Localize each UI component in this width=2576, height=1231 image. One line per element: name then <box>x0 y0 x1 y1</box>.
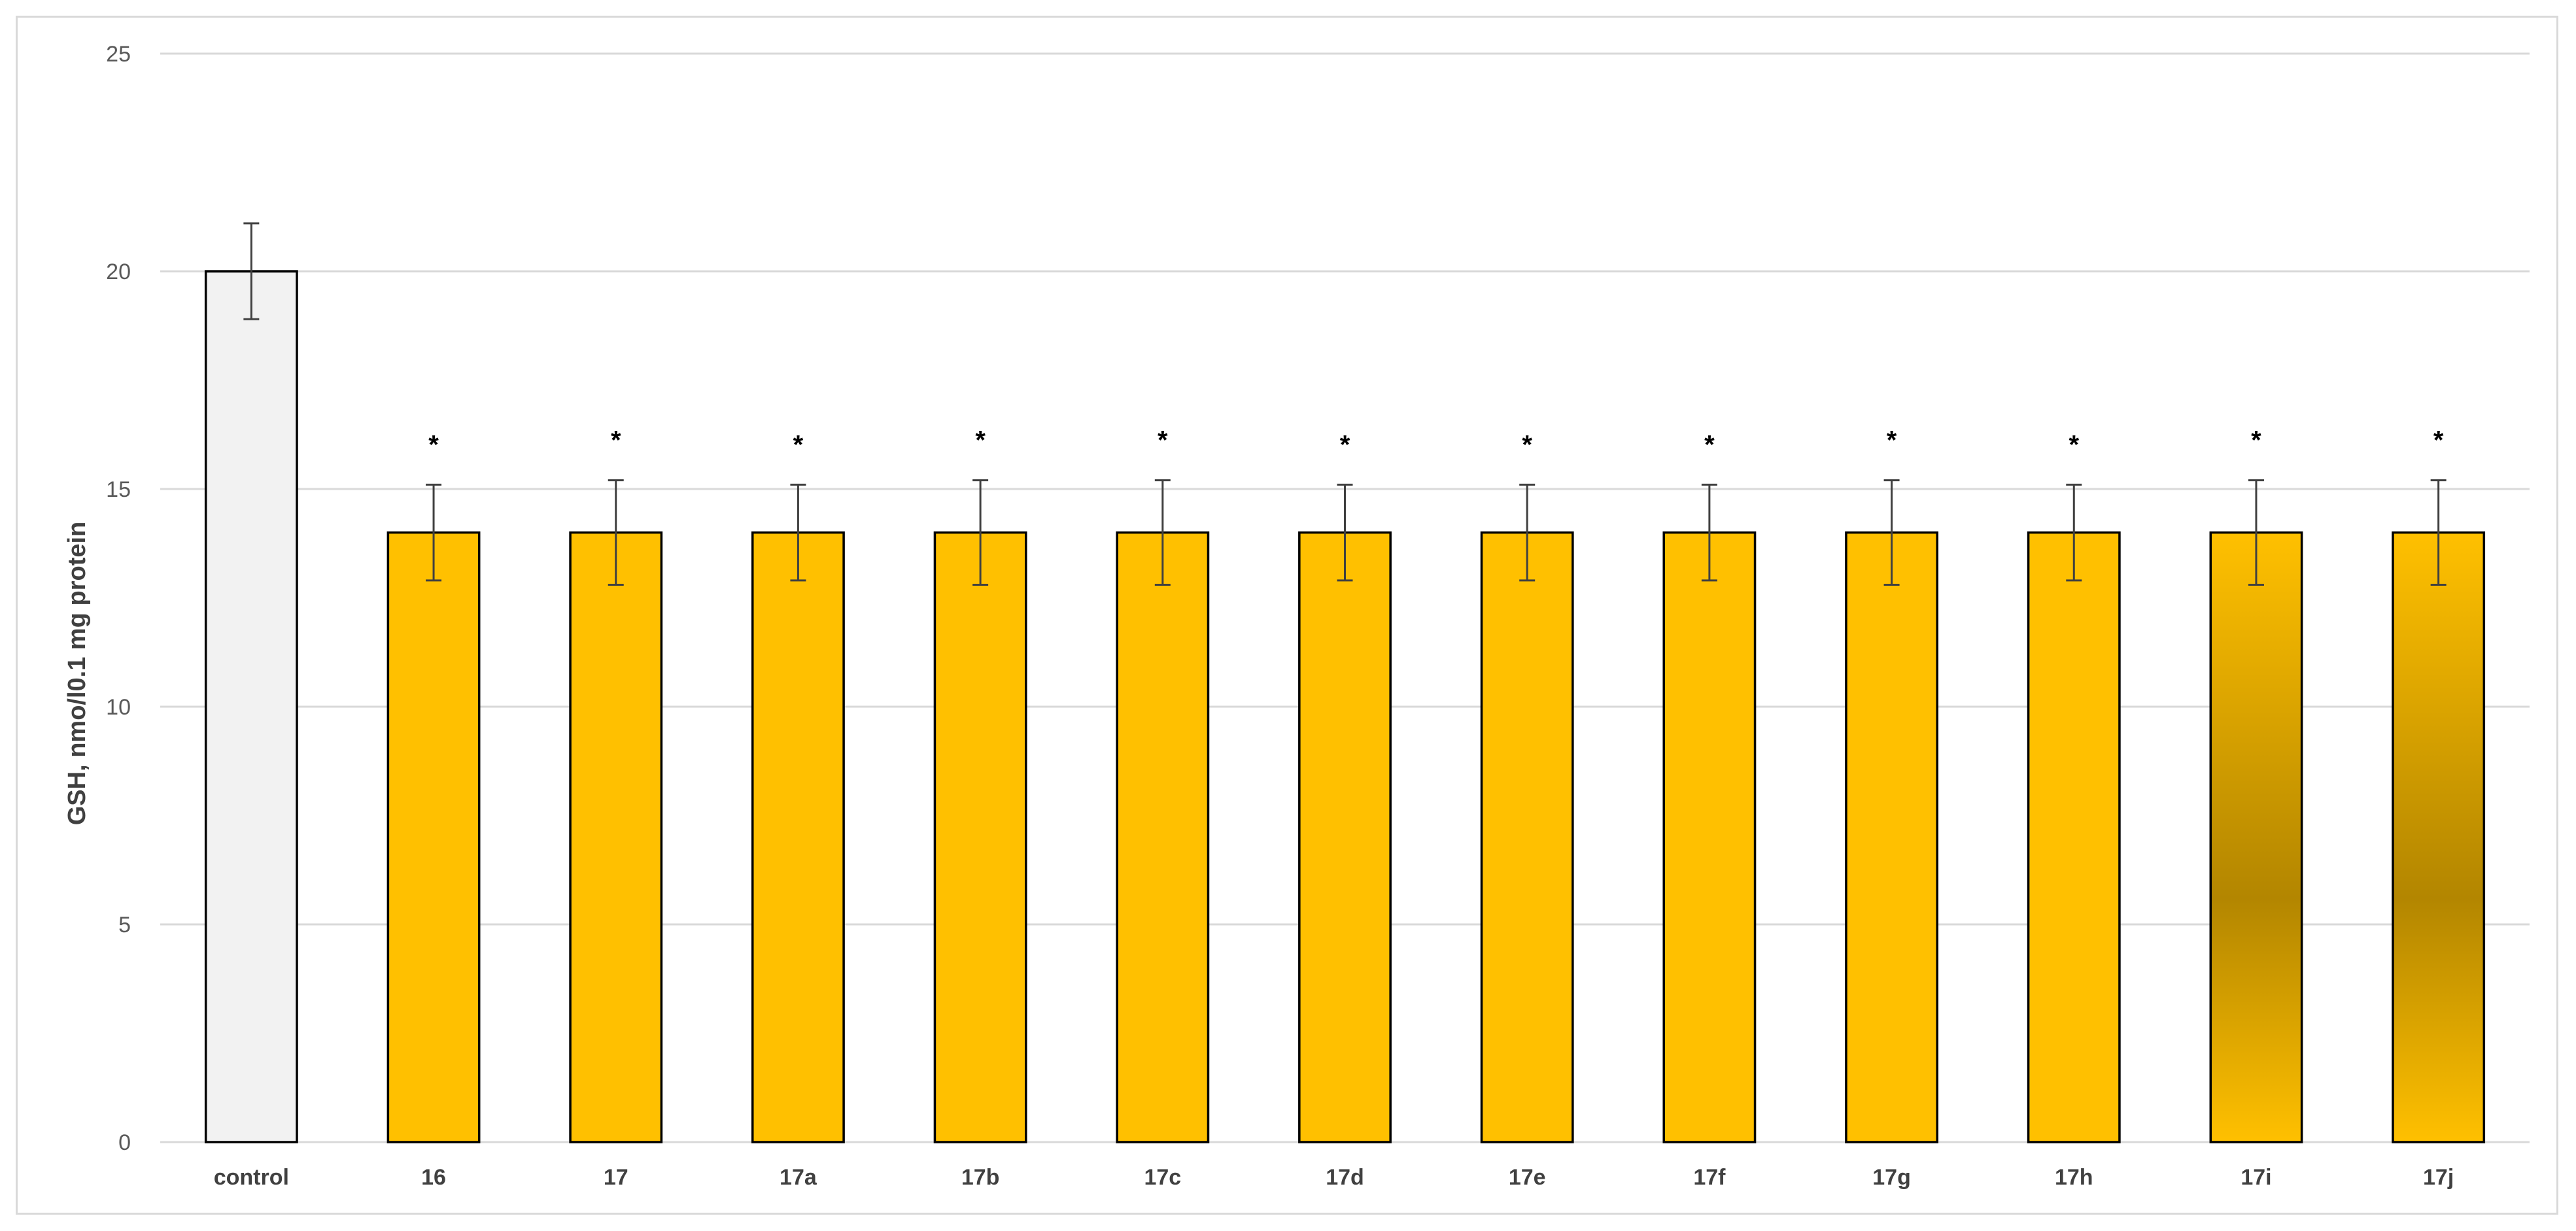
x-tick-labels: control 16 17 17a 17b 17c 17d 17e 17f 17g 17h 17i 17… <box>214 1165 2454 1190</box>
error-bar-17d <box>1337 483 1353 582</box>
x-tick-17d: 17d <box>1326 1165 1364 1190</box>
significance-markers: * * * * * * * * * * * * <box>428 426 2444 460</box>
y-tick-10: 10 <box>106 695 131 720</box>
x-tick-17b: 17b <box>961 1165 1000 1190</box>
y-axis-label: GSH, nmo/l0.1 mg protein <box>63 522 91 826</box>
y-tick-25: 25 <box>106 42 131 67</box>
significance-17a: * <box>793 430 804 459</box>
significance-17b: * <box>975 426 986 455</box>
significance-16: * <box>428 430 439 459</box>
bar-17a <box>751 531 845 1143</box>
bar-17e <box>1480 531 1574 1143</box>
x-tick-control: control <box>214 1165 289 1190</box>
error-bar-17b <box>972 479 989 586</box>
significance-17j: * <box>2433 426 2444 455</box>
significance-17d: * <box>1340 430 1350 459</box>
error-bar-16 <box>426 483 442 582</box>
y-tick-0: 0 <box>118 1130 131 1155</box>
x-tick-16: 16 <box>421 1165 446 1190</box>
significance-17i: * <box>2251 426 2261 455</box>
x-tick-17j: 17j <box>2423 1165 2454 1190</box>
significance-17c: * <box>1158 426 1168 455</box>
error-bars <box>243 222 2447 586</box>
significance-17e: * <box>1522 430 1532 459</box>
bar-17b <box>933 531 1027 1143</box>
bar-17g <box>1845 531 1938 1143</box>
error-bar-17g <box>1883 479 1900 586</box>
bar-17f <box>1662 531 1757 1143</box>
bar-17 <box>569 531 663 1143</box>
x-tick-17h: 17h <box>2055 1165 2093 1190</box>
x-tick-17i: 17i <box>2241 1165 2271 1190</box>
error-bar-17f <box>1701 483 1717 582</box>
error-bar-17e <box>1519 483 1536 582</box>
bar-17j <box>2392 531 2486 1143</box>
x-tick-17f: 17f <box>1693 1165 1726 1190</box>
bar-control <box>204 270 298 1143</box>
y-tick-20: 20 <box>106 260 131 284</box>
error-bar-17i <box>2248 479 2264 586</box>
gridlines <box>160 52 2530 1143</box>
bar-17i <box>2209 531 2303 1143</box>
error-bar-17a <box>790 483 806 582</box>
y-tick-5: 5 <box>118 913 131 937</box>
x-tick-17c: 17c <box>1144 1165 1181 1190</box>
significance-17: * <box>611 426 621 455</box>
x-tick-17a: 17a <box>780 1165 817 1190</box>
error-bar-control <box>243 222 260 320</box>
bar-17d <box>1298 531 1392 1143</box>
bar-16 <box>386 531 481 1143</box>
error-bar-17j <box>2430 479 2447 586</box>
bar-17c <box>1116 531 1210 1143</box>
bar-17h <box>2027 531 2121 1143</box>
significance-17g: * <box>1887 426 1897 455</box>
y-tick-labels: 0 5 10 15 20 25 <box>106 42 131 1155</box>
significance-17h: * <box>2069 430 2079 459</box>
significance-17f: * <box>1704 430 1715 459</box>
error-bar-17h <box>2066 483 2082 582</box>
error-bar-17 <box>608 479 624 586</box>
x-tick-17g: 17g <box>1872 1165 1911 1190</box>
error-bar-17c <box>1154 479 1171 586</box>
x-tick-17e: 17e <box>1509 1165 1546 1190</box>
y-tick-15: 15 <box>106 477 131 502</box>
x-tick-17: 17 <box>604 1165 628 1190</box>
